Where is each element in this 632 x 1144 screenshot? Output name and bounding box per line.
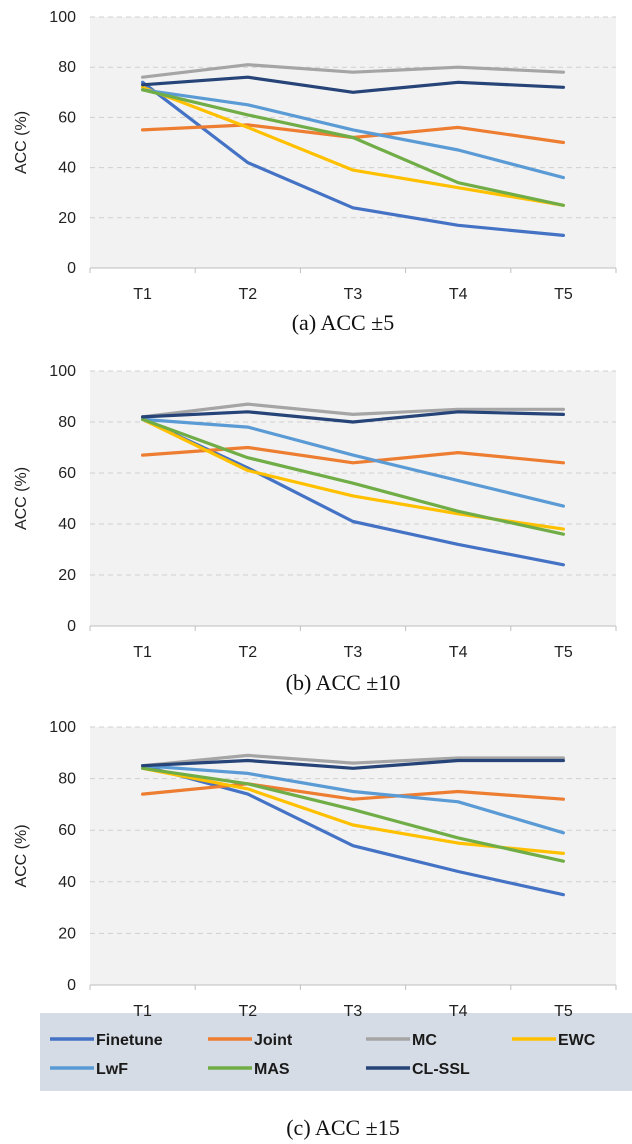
chart-caption: (c) ACC ±15	[286, 1115, 400, 1140]
x-tick-label: T4	[449, 286, 468, 303]
y-tick-label: 60	[58, 109, 76, 126]
y-tick-label: 40	[58, 160, 76, 177]
chart-caption: (a) ACC ±5	[292, 310, 395, 335]
legend-item-lwf: LwF	[50, 1061, 128, 1078]
y-tick-label: 80	[58, 59, 76, 76]
x-tick-label: T3	[344, 1003, 363, 1020]
y-tick-label: 0	[67, 618, 76, 635]
legend-item-finetune: Finetune	[50, 1032, 163, 1049]
x-tick-label: T2	[238, 286, 257, 303]
x-tick-label: T4	[449, 644, 468, 661]
x-tick-label: T2	[238, 644, 257, 661]
legend-label: LwF	[96, 1061, 128, 1078]
x-tick-label: T1	[133, 286, 152, 303]
y-tick-label: 40	[58, 516, 76, 533]
chart-panel-3: 0 20 40 60 80 100 T1 T2 T3 T4 T5 ACC (%) (c) ACC ±15	[13, 719, 617, 1140]
chart-panel-1: 0 20 40 60 80 100 T1 T2 T3 T4 T5 ACC (%) (a) ACC ±5	[13, 9, 617, 335]
legend: Finetune Joint MC EWC LwF MAS CL-SSL	[40, 1013, 632, 1091]
chart-panel-2: 0 20 40 60 80 100 T1 T2 T3 T4 T5 ACC (%) (b) ACC ±10	[13, 363, 617, 695]
series-line-mc	[141, 753, 566, 768]
x-tick-label: T5	[554, 644, 573, 661]
y-tick-label: 100	[49, 363, 76, 380]
series-line-lwf	[141, 417, 566, 508]
series-line-lwf	[141, 88, 566, 180]
series-line-finetune	[141, 764, 566, 897]
legend-item-mc: MC	[366, 1032, 437, 1049]
legend-item-ewc: EWC	[512, 1032, 596, 1049]
x-tick-label: T5	[554, 1003, 573, 1020]
series-line-mas	[141, 766, 566, 863]
y-tick-label: 20	[58, 210, 76, 227]
y-tick-label: 0	[67, 260, 76, 277]
y-tick-label: 60	[58, 465, 76, 482]
y-tick-label: 20	[58, 925, 76, 942]
x-tick-label: T5	[554, 286, 573, 303]
y-tick-label: 80	[58, 414, 76, 431]
y-axis-label: ACC (%)	[13, 824, 30, 887]
plot-area	[90, 727, 616, 985]
series-line-mc	[141, 63, 566, 79]
y-tick-label: 100	[49, 9, 76, 26]
series-line-mc	[141, 402, 566, 419]
series-line-lwf	[141, 764, 566, 835]
series-line-mas	[141, 417, 566, 536]
y-tick-label: 40	[58, 874, 76, 891]
legend-label: Joint	[254, 1032, 293, 1049]
legend-item-joint: Joint	[208, 1032, 293, 1049]
x-tick-label: T4	[449, 1003, 468, 1020]
series-line-cl-ssl	[141, 75, 566, 94]
y-axis-label: ACC (%)	[13, 111, 30, 174]
x-tick-label: T3	[344, 644, 363, 661]
legend-label: MAS	[254, 1061, 290, 1078]
legend-item-mas: MAS	[208, 1061, 290, 1078]
series-line-mas	[141, 88, 566, 207]
y-tick-label: 80	[58, 771, 76, 788]
x-tick-label: T3	[344, 286, 363, 303]
series-line-cl-ssl	[141, 758, 566, 770]
series-line-joint	[141, 782, 566, 801]
y-tick-label: 100	[49, 719, 76, 736]
y-tick-label: 60	[58, 822, 76, 839]
legend-label: MC	[412, 1032, 437, 1049]
series-line-cl-ssl	[141, 410, 566, 424]
x-tick-label: T2	[238, 1003, 257, 1020]
legend-label: EWC	[558, 1032, 596, 1049]
series-line-ewc	[141, 85, 566, 207]
y-tick-label: 0	[67, 977, 76, 994]
x-tick-label: T1	[133, 1003, 152, 1020]
legend-item-cl-ssl: CL-SSL	[366, 1061, 470, 1078]
series-line-joint	[141, 445, 566, 465]
legend-label: Finetune	[96, 1032, 163, 1049]
chart-caption: (b) ACC ±10	[286, 670, 401, 695]
series-line-finetune	[141, 80, 566, 237]
plot-area	[90, 17, 616, 268]
y-axis-label: ACC (%)	[13, 467, 30, 530]
x-tick-label: T1	[133, 644, 152, 661]
legend-background	[40, 1013, 632, 1091]
y-tick-label: 20	[58, 567, 76, 584]
legend-label: CL-SSL	[412, 1061, 470, 1078]
